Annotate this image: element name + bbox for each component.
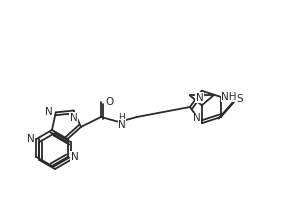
Text: N: N [26, 134, 34, 144]
Text: N: N [45, 107, 52, 117]
Text: N: N [71, 152, 79, 162]
Text: N: N [193, 113, 201, 123]
Text: N: N [118, 120, 126, 130]
Text: NH: NH [221, 92, 237, 102]
Text: N: N [196, 93, 204, 103]
Text: O: O [105, 97, 113, 107]
Text: H: H [118, 113, 125, 122]
Text: S: S [236, 94, 243, 104]
Text: N: N [70, 113, 77, 123]
